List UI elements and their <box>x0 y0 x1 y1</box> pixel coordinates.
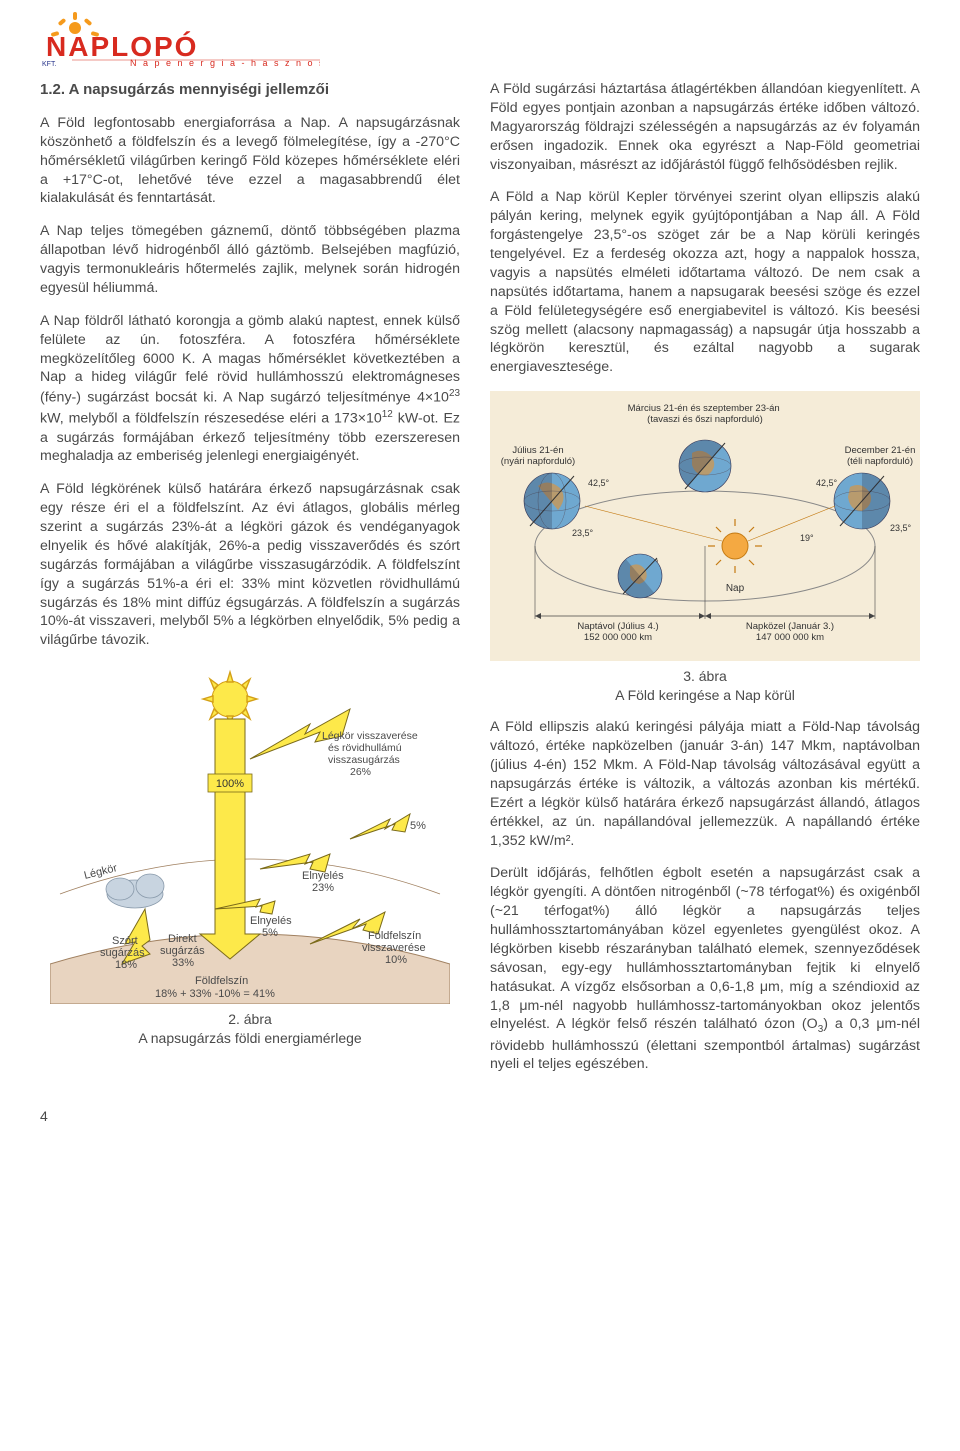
paragraph: A Föld légkörének külső határára érkező … <box>40 480 460 650</box>
text-run: Derült időjárás, felhőtlen égbolt esetén… <box>490 865 920 1032</box>
figure-3-caption: 3. ábra A Föld keringése a Nap körül <box>490 667 920 704</box>
figure-2: Légkör 100% <box>40 664 460 1047</box>
label-ang425-r: 42,5° <box>816 478 838 488</box>
caption-num: 3. ábra <box>683 668 727 684</box>
energy-balance-diagram: Légkör 100% <box>50 664 450 1004</box>
orbit-diagram: Naptávol (Július 4.)152 000 000 km Napkö… <box>490 391 920 661</box>
caption-text: A Föld keringése a Nap körül <box>615 687 795 703</box>
label-100: 100% <box>216 778 244 790</box>
paragraph: Derült időjárás, felhőtlen égbolt esetén… <box>490 864 920 1074</box>
text-run: A Nap földről látható korongja a gömb al… <box>40 313 460 406</box>
label-ang19: 19° <box>800 533 814 543</box>
section-heading: 1.2. A napsugárzás mennyiségi jellemzői <box>40 80 460 100</box>
logo-header: NAPLOPÓ KFT. N a p e n e r g i a - h a s… <box>0 0 960 80</box>
right-column: A Föld sugárzási háztartása átlagértékbe… <box>490 80 920 1088</box>
superscript: 23 <box>449 388 460 399</box>
paragraph: A Föld legfontosabb energiaforrása a Nap… <box>40 114 460 208</box>
logo-sub-text: N a p e n e r g i a - h a s z n o s í t … <box>130 58 320 68</box>
label-ang235-l: 23,5° <box>572 528 594 538</box>
paragraph: A Nap teljes tömegében gáznemű, döntő tö… <box>40 222 460 298</box>
logo-kft: KFT. <box>42 61 56 68</box>
figure-3: Naptávol (Július 4.)152 000 000 km Napkö… <box>490 391 920 704</box>
paragraph: A Föld ellipszis alakú keringési pályája… <box>490 718 920 850</box>
naplopo-logo: NAPLOPÓ KFT. N a p e n e r g i a - h a s… <box>40 10 320 70</box>
figure-2-caption: 2. ábra A napsugárzás földi energiamérle… <box>40 1010 460 1047</box>
label-nap: Nap <box>726 583 745 594</box>
superscript: 12 <box>382 409 393 420</box>
label-five: 5% <box>410 820 426 832</box>
caption-num: 2. ábra <box>228 1011 272 1027</box>
label-right: December 21-én(téli napforduló) <box>845 445 916 467</box>
label-ang235-r: 23,5° <box>890 523 912 533</box>
label-aphelion: Naptávol (Július 4.)152 000 000 km <box>577 621 658 643</box>
paragraph: A Nap földről látható korongja a gömb al… <box>40 312 460 466</box>
left-column: 1.2. A napsugárzás mennyiségi jellemzői … <box>40 80 460 1088</box>
text-run: kW, melyből a földfelszín részesedése el… <box>40 411 382 427</box>
label-top: Március 21-én és szeptember 23-án (tavas… <box>628 403 783 425</box>
paragraph: A Föld a Nap körül Kepler törvényei szer… <box>490 188 920 377</box>
sun-icon <box>203 672 257 726</box>
caption-text: A napsugárzás földi energiamérlege <box>138 1030 361 1046</box>
paragraph: A Föld sugárzási háztartása átlagértékbe… <box>490 80 920 174</box>
label-perihelion: Napközel (Január 3.)147 000 000 km <box>746 621 834 643</box>
page-number: 4 <box>40 1108 920 1124</box>
page-body: 1.2. A napsugárzás mennyiségi jellemzői … <box>0 80 960 1154</box>
label-ang425-l: 42,5° <box>588 478 610 488</box>
